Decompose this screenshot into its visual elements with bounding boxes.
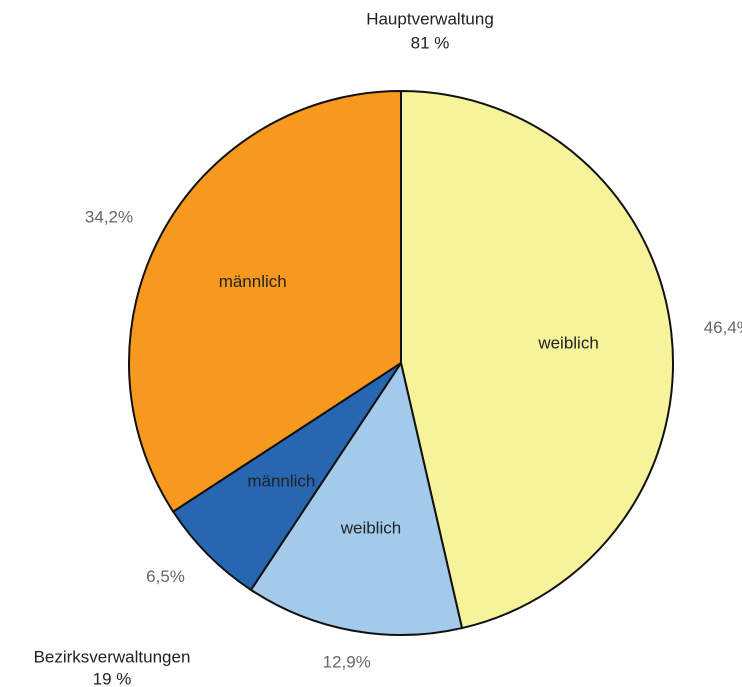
value-label: 46,4% [704, 318, 742, 337]
slice-label: weiblich [340, 518, 401, 537]
value-label: 34,2% [85, 207, 133, 226]
slice-label: weiblich [537, 333, 598, 352]
pie-slice [171, 362, 402, 592]
group-value: 81 % [411, 33, 450, 52]
pie-slice [249, 360, 464, 636]
group-label: Bezirksverwaltungen [34, 647, 191, 666]
slice-label: männlich [219, 272, 287, 291]
pie-slice [128, 89, 402, 514]
group-value: 19 % [93, 669, 132, 687]
slice-label: männlich [247, 471, 315, 490]
pie-slice [400, 89, 674, 630]
group-label: Hauptverwaltung [366, 9, 494, 28]
value-label: 12,9% [323, 652, 371, 671]
value-label: 6,5% [146, 567, 185, 586]
